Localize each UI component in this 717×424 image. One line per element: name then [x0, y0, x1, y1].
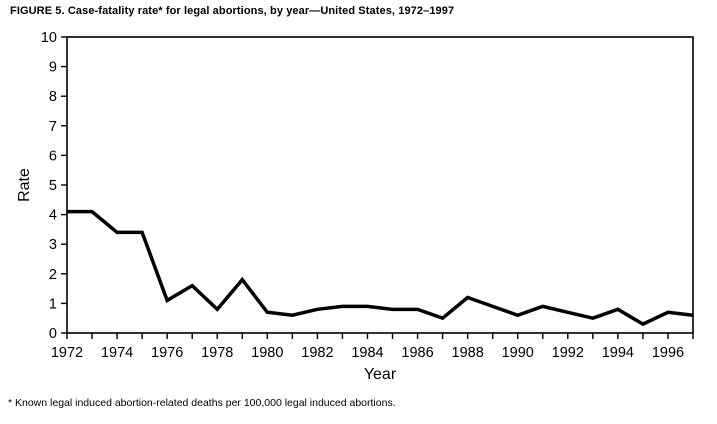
x-tick-label: 1980: [251, 345, 283, 361]
y-tick-label: 2: [49, 267, 57, 283]
x-tick-label: 1990: [502, 345, 534, 361]
y-tick-label: 4: [49, 208, 57, 224]
case-fatality-rate-line: [67, 209, 694, 327]
figure-footnote: * Known legal induced abortion-related d…: [8, 397, 396, 409]
y-tick-label: 1: [49, 296, 57, 312]
y-tick-label: 3: [49, 237, 57, 253]
x-tick-label: 1994: [602, 345, 634, 361]
x-tick-label: 1988: [452, 345, 484, 361]
y-tick-label: 6: [49, 148, 57, 164]
y-tick-label: 8: [49, 89, 57, 105]
y-tick-label: 7: [49, 119, 57, 135]
x-tick-label: 1996: [652, 345, 684, 361]
x-tick-label: 1976: [151, 345, 183, 361]
x-tick-label: 1984: [351, 345, 383, 361]
figure-title: FIGURE 5. Case-fatality rate* for legal …: [10, 5, 455, 17]
y-tick-label: 0: [49, 326, 57, 342]
y-tick-label: 9: [49, 60, 57, 76]
plot-border: [66, 36, 694, 334]
x-tick-label: 1982: [301, 345, 333, 361]
y-tick-label: 10: [41, 30, 57, 46]
x-tick-label: 1986: [401, 345, 433, 361]
x-tick-label: 1978: [201, 345, 233, 361]
x-axis-title: Year: [363, 366, 397, 383]
y-axis-title: Rate: [16, 168, 33, 202]
x-tick-label: 1972: [51, 345, 83, 361]
x-tick-label: 1974: [101, 345, 133, 361]
x-tick-label: 1992: [552, 345, 584, 361]
y-tick-label: 5: [49, 178, 57, 194]
